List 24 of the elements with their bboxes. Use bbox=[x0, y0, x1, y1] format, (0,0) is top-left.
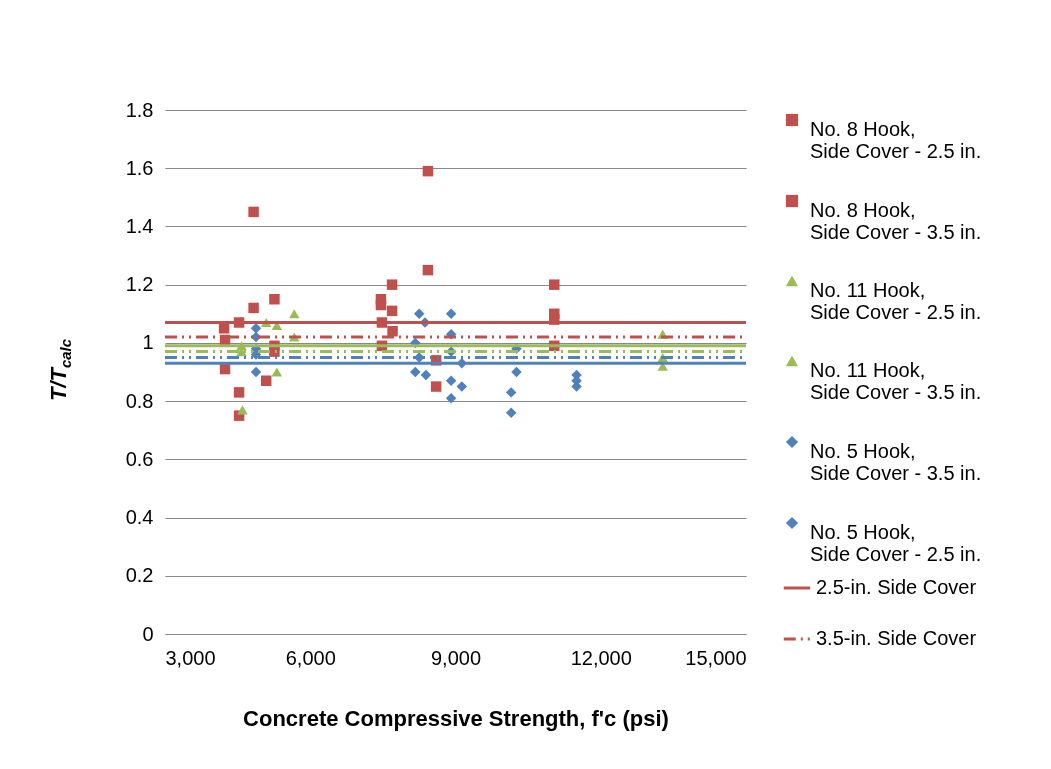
legend-label: No. 5 Hook, Side Cover - 3.5 in. bbox=[810, 440, 982, 484]
y-tick-label: 0 bbox=[142, 622, 154, 645]
y-tick-label: 0.2 bbox=[125, 564, 154, 587]
legend-label: No. 8 Hook, Side Cover - 2.5 in. bbox=[810, 118, 982, 162]
y-tick-label: 0.4 bbox=[125, 506, 154, 529]
y-tick-label: 1 bbox=[142, 331, 154, 354]
x-tick-label: 12,000 bbox=[570, 646, 632, 669]
y-tick-label: 1.4 bbox=[125, 214, 154, 237]
x-tick-label: 3,000 bbox=[165, 646, 216, 669]
y-tick-label: 1.8 bbox=[125, 98, 154, 121]
x-tick-label: 15,000 bbox=[685, 646, 747, 669]
x-tick-label: 6,000 bbox=[285, 646, 336, 669]
legend-label: No. 11 Hook, Side Cover - 2.5 in. bbox=[810, 279, 982, 323]
x-axis-title: Concrete Compressive Strength, f'c (psi) bbox=[243, 705, 669, 731]
y-tick-label: 1.2 bbox=[125, 273, 154, 296]
legend-label: No. 8 Hook, Side Cover - 3.5 in. bbox=[810, 199, 982, 243]
y-tick-label: 1.6 bbox=[125, 156, 154, 179]
legend-label: No. 5 Hook, Side Cover - 2.5 in. bbox=[810, 521, 982, 565]
x-tick-label: 9,000 bbox=[430, 646, 482, 669]
y-tick-label: 0.6 bbox=[125, 447, 154, 470]
legend-label: 3.5-in. Side Cover bbox=[816, 627, 977, 649]
y-tick-label: 0.8 bbox=[125, 389, 154, 412]
legend-label: No. 11 Hook, Side Cover - 3.5 in. bbox=[810, 359, 982, 403]
legend-label: 2.5-in. Side Cover bbox=[816, 576, 977, 598]
